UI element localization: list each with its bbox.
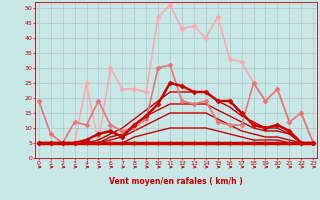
X-axis label: Vent moyen/en rafales ( km/h ): Vent moyen/en rafales ( km/h ) [109, 177, 243, 186]
